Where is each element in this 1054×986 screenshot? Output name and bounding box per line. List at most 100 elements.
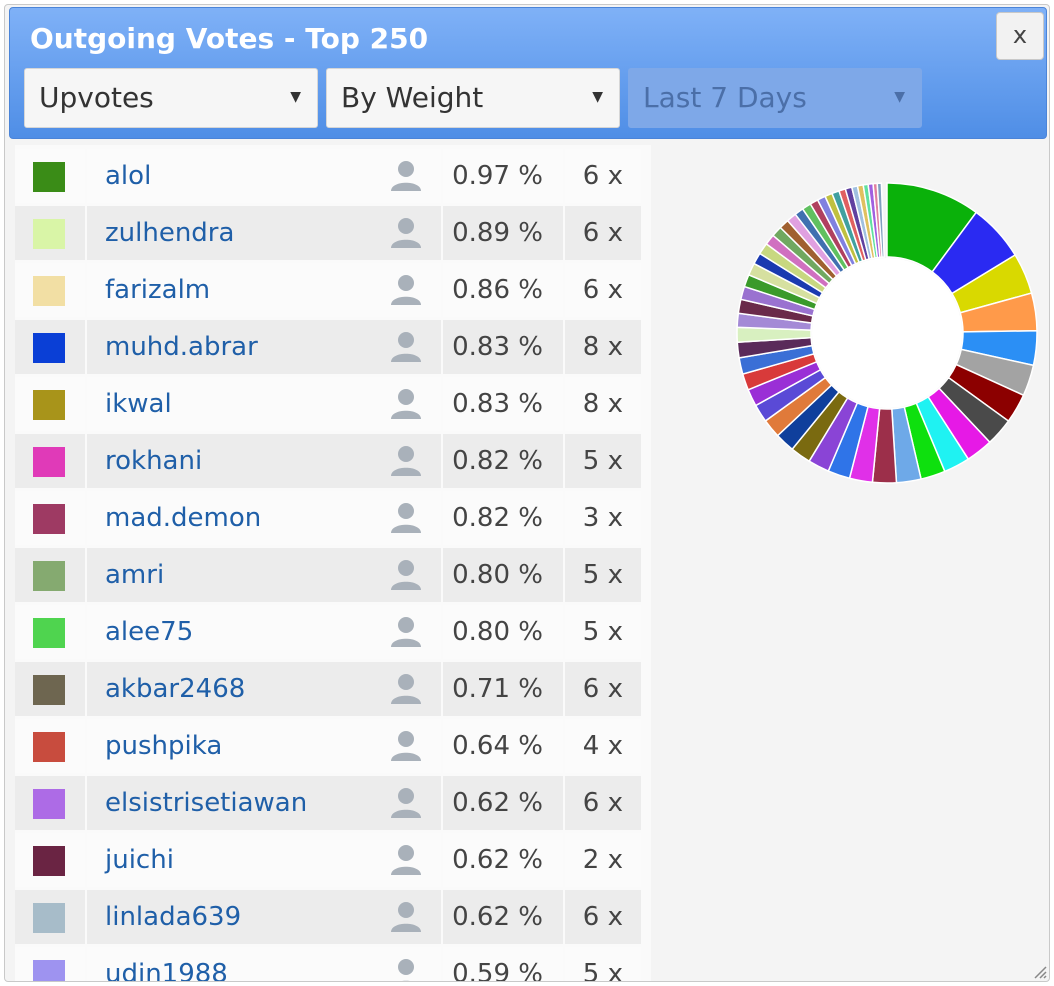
count-cell: 8 x [565, 377, 641, 431]
weight-percent: 0.59 % [452, 959, 543, 981]
list-item[interactable]: ikwal 0.83 % 8 x [15, 377, 641, 431]
list-item[interactable]: amri 0.80 % 5 x [15, 548, 641, 602]
name-cell: muhd.abrar [87, 320, 441, 374]
vote-count: 6 x [582, 902, 623, 932]
dialog-title: Outgoing Votes - Top 250 [30, 22, 429, 55]
list-item[interactable]: elsistrisetiawan 0.62 % 6 x [15, 776, 641, 830]
user-icon[interactable] [389, 786, 423, 820]
account-link[interactable]: pushpika [105, 731, 223, 761]
count-cell: 6 x [565, 776, 641, 830]
donut-slice [876, 182, 885, 258]
color-swatch [33, 561, 65, 591]
close-button[interactable]: x [996, 12, 1044, 60]
swatch-cell [15, 434, 85, 488]
name-cell: ikwal [87, 377, 441, 431]
weight-cell: 0.62 % [443, 890, 563, 944]
name-cell: juichi [87, 833, 441, 887]
vote-count: 5 x [582, 446, 623, 476]
user-icon[interactable] [389, 330, 423, 364]
vote-count: 3 x [582, 503, 623, 533]
count-cell: 4 x [565, 719, 641, 773]
swatch-cell [15, 890, 85, 944]
list-item[interactable]: mad.demon 0.82 % 3 x [15, 491, 641, 545]
count-cell: 5 x [565, 548, 641, 602]
outgoing-votes-dialog: Outgoing Votes - Top 250 x Upvotes ▼ By … [4, 4, 1050, 982]
account-link[interactable]: elsistrisetiawan [105, 788, 308, 818]
account-link[interactable]: zulhendra [105, 218, 235, 248]
user-icon[interactable] [389, 216, 423, 250]
list-item[interactable]: zulhendra 0.89 % 6 x [15, 206, 641, 260]
swatch-cell [15, 776, 85, 830]
weight-cell: 0.82 % [443, 434, 563, 488]
list-item[interactable]: udin1988 0.59 % 5 x [15, 947, 641, 981]
vote-type-select[interactable]: Upvotes ▼ [24, 68, 318, 128]
list-item[interactable]: linlada639 0.62 % 6 x [15, 890, 641, 944]
swatch-cell [15, 947, 85, 981]
list-item[interactable]: rokhani 0.82 % 5 x [15, 434, 641, 488]
weight-cell: 0.80 % [443, 548, 563, 602]
user-icon[interactable] [389, 957, 423, 981]
chevron-down-icon: ▼ [894, 89, 905, 105]
vote-count: 6 x [582, 674, 623, 704]
account-link[interactable]: linlada639 [105, 902, 242, 932]
sort-value: By Weight [341, 81, 484, 114]
vote-count: 6 x [582, 275, 623, 305]
account-link[interactable]: mad.demon [105, 503, 262, 533]
weight-percent: 0.82 % [452, 446, 543, 476]
account-link[interactable]: akbar2468 [105, 674, 246, 704]
user-icon[interactable] [389, 501, 423, 535]
weight-cell: 0.89 % [443, 206, 563, 260]
color-swatch [33, 675, 65, 705]
account-link[interactable]: alee75 [105, 617, 194, 647]
account-link[interactable]: muhd.abrar [105, 332, 258, 362]
color-swatch [33, 219, 65, 249]
account-link[interactable]: ikwal [105, 389, 172, 419]
color-swatch [33, 960, 65, 981]
resize-handle-icon[interactable] [1033, 965, 1047, 979]
vote-count: 8 x [582, 332, 623, 362]
user-icon[interactable] [389, 615, 423, 649]
count-cell: 6 x [565, 263, 641, 317]
account-link[interactable]: rokhani [105, 446, 203, 476]
account-link[interactable]: amri [105, 560, 165, 590]
user-icon[interactable] [389, 444, 423, 478]
weight-cell: 0.80 % [443, 605, 563, 659]
count-cell: 6 x [565, 206, 641, 260]
user-icon[interactable] [389, 729, 423, 763]
list-item[interactable]: pushpika 0.64 % 4 x [15, 719, 641, 773]
color-swatch [33, 789, 65, 819]
user-icon[interactable] [389, 558, 423, 592]
count-cell: 2 x [565, 833, 641, 887]
user-icon[interactable] [389, 159, 423, 193]
vote-count: 2 x [582, 845, 623, 875]
name-cell: alol [87, 149, 441, 203]
vote-count: 4 x [582, 731, 623, 761]
color-swatch [33, 732, 65, 762]
weight-cell: 0.59 % [443, 947, 563, 981]
sort-select[interactable]: By Weight ▼ [326, 68, 620, 128]
weight-percent: 0.64 % [452, 731, 543, 761]
account-link[interactable]: udin1988 [105, 959, 228, 981]
vote-count: 5 x [582, 560, 623, 590]
color-swatch [33, 447, 65, 477]
list-item[interactable]: juichi 0.62 % 2 x [15, 833, 641, 887]
vote-count: 8 x [582, 389, 623, 419]
list-item[interactable]: muhd.abrar 0.83 % 8 x [15, 320, 641, 374]
swatch-cell [15, 605, 85, 659]
account-link[interactable]: alol [105, 161, 152, 191]
vote-list[interactable]: alol 0.97 % 6 x zulhendra 0.89 % 6 x farizalm 0… [15, 145, 651, 981]
user-icon[interactable] [389, 273, 423, 307]
user-icon[interactable] [389, 387, 423, 421]
list-item[interactable]: farizalm 0.86 % 6 x [15, 263, 641, 317]
user-icon[interactable] [389, 900, 423, 934]
account-link[interactable]: juichi [105, 845, 174, 875]
user-icon[interactable] [389, 843, 423, 877]
list-item[interactable]: alee75 0.80 % 5 x [15, 605, 641, 659]
list-item[interactable]: alol 0.97 % 6 x [15, 149, 641, 203]
user-icon[interactable] [389, 672, 423, 706]
color-swatch [33, 333, 65, 363]
name-cell: mad.demon [87, 491, 441, 545]
account-link[interactable]: farizalm [105, 275, 211, 305]
swatch-cell [15, 548, 85, 602]
list-item[interactable]: akbar2468 0.71 % 6 x [15, 662, 641, 716]
